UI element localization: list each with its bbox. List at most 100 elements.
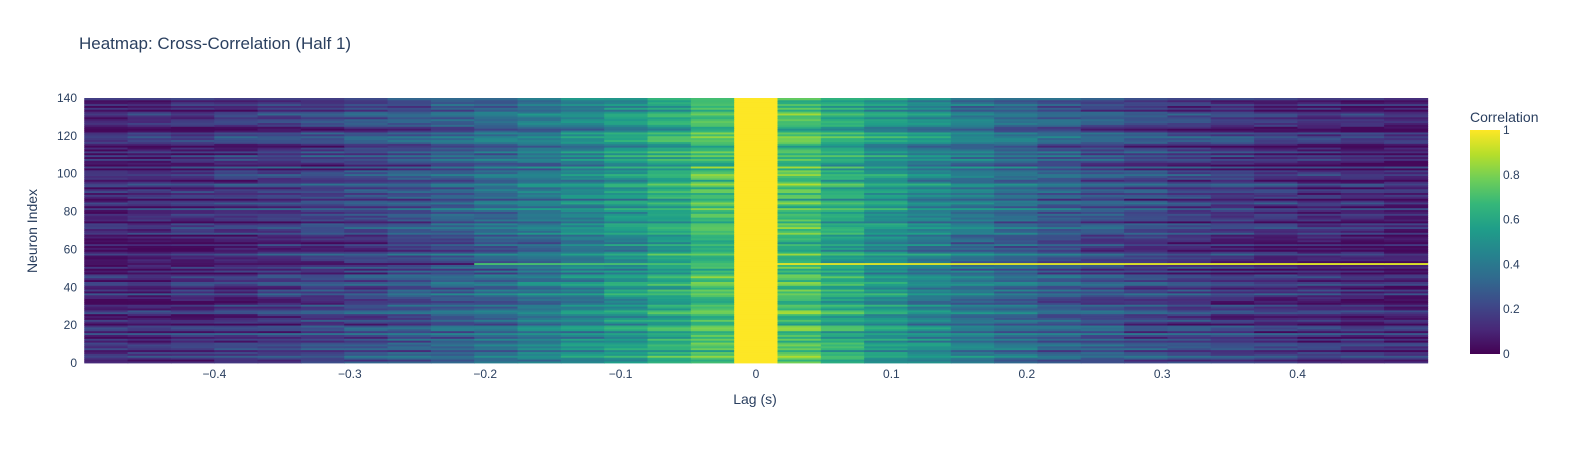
heatmap-cell [950, 249, 995, 252]
heatmap-cell [127, 311, 172, 315]
heatmap-cell [777, 232, 822, 235]
heatmap-cell [950, 107, 995, 110]
heatmap-cell [127, 156, 172, 159]
heatmap-cell [604, 226, 649, 229]
heatmap-cell [214, 122, 259, 125]
heatmap-cell [1210, 120, 1255, 123]
heatmap-cell [1167, 128, 1212, 131]
heatmap-cell [647, 183, 692, 186]
heatmap-cell [344, 291, 389, 294]
heatmap-cell [994, 270, 1039, 273]
heatmap-cell [1124, 321, 1169, 324]
heatmap-cell [1124, 241, 1169, 245]
heatmap-cell [214, 298, 259, 301]
heatmap-cell [994, 274, 1039, 277]
heatmap-cell [127, 175, 172, 178]
heatmap-cell [84, 304, 129, 307]
heatmap-cell [1037, 310, 1082, 313]
heatmap-cell [1384, 251, 1429, 254]
heatmap-cell [257, 289, 302, 292]
heatmap-cell [1384, 105, 1429, 108]
heatmap-cell [560, 251, 605, 254]
heatmap-cell [170, 325, 215, 328]
heatmap-cell [1080, 222, 1125, 226]
heatmap-cell [864, 245, 909, 248]
heatmap-cell [214, 133, 259, 137]
heatmap-cell [1384, 166, 1429, 169]
heatmap-cell [1167, 296, 1212, 300]
heatmap-cell [777, 217, 822, 220]
heatmap-cell [560, 294, 605, 298]
heatmap-cell [560, 145, 605, 148]
heatmap-cell [604, 204, 649, 207]
heatmap-cell [430, 300, 475, 303]
heatmap-cell [734, 198, 779, 201]
heatmap-cell [344, 330, 389, 334]
heatmap-cell [214, 296, 259, 300]
heatmap-cell [474, 285, 519, 288]
heatmap-cell [300, 164, 345, 167]
heatmap-cell [560, 253, 605, 256]
heatmap-cell [387, 139, 432, 142]
heatmap-cell [560, 257, 605, 260]
heatmap-cell [647, 124, 692, 127]
heatmap-cell [1340, 188, 1385, 192]
heatmap-cell [690, 232, 735, 235]
heatmap-cell [300, 361, 345, 364]
heatmap-cell [1340, 158, 1385, 161]
heatmap-cell [1167, 217, 1212, 220]
heatmap-cell [647, 166, 692, 169]
heatmap-cell [820, 145, 865, 148]
heatmap-cell [690, 217, 735, 220]
heatmap-cell [344, 107, 389, 110]
heatmap-cell [84, 262, 129, 265]
heatmap-cell [430, 209, 475, 212]
heatmap-cell [430, 179, 475, 182]
heatmap-cell [430, 283, 475, 286]
heatmap-cell [84, 291, 129, 294]
heatmap-cell [1037, 292, 1082, 296]
heatmap-cell [1037, 198, 1082, 201]
heatmap-cell [1340, 325, 1385, 328]
heatmap-cell [1340, 338, 1385, 341]
heatmap-cell [604, 361, 649, 364]
heatmap-cell [1124, 298, 1169, 301]
heatmap-cell [127, 243, 172, 247]
heatmap-cell [1124, 302, 1169, 305]
heatmap-cell [170, 330, 215, 334]
heatmap-cell [604, 137, 649, 141]
heatmap-cell [1167, 183, 1212, 186]
heatmap-cell [1167, 222, 1212, 226]
heatmap-cell [257, 232, 302, 235]
heatmap-cell [127, 115, 172, 118]
heatmap-cell [344, 211, 389, 214]
heatmap-cell [690, 277, 735, 281]
heatmap-cell [777, 319, 822, 322]
heatmap-cell [214, 355, 259, 358]
heatmap-cell [1297, 116, 1342, 120]
heatmap-cell [950, 342, 995, 345]
heatmap-cell [517, 228, 562, 231]
heatmap-cell [430, 319, 475, 322]
heatmap-cell [257, 177, 302, 180]
heatmap-cell [84, 247, 129, 250]
heatmap-cell [560, 230, 605, 233]
heatmap-cell [84, 213, 129, 216]
heatmap-cell [127, 275, 172, 279]
heatmap-cell [430, 347, 475, 351]
heatmap-cell [1124, 238, 1169, 241]
heatmap-cell [950, 351, 995, 354]
heatmap-cell [170, 239, 215, 243]
heatmap-cell [474, 294, 519, 298]
heatmap-cell [1384, 294, 1429, 298]
heatmap-cell [1340, 101, 1385, 105]
heatmap-cell [1037, 272, 1082, 275]
heatmap-cell [1080, 328, 1125, 332]
heatmap-cell [864, 361, 909, 364]
heatmap-cell [690, 304, 735, 307]
heatmap-cell [1080, 313, 1125, 317]
heatmap-cell [820, 196, 865, 199]
heatmap-cell [1340, 285, 1385, 288]
heatmap-cell [474, 277, 519, 281]
heatmap-cell [257, 141, 302, 144]
